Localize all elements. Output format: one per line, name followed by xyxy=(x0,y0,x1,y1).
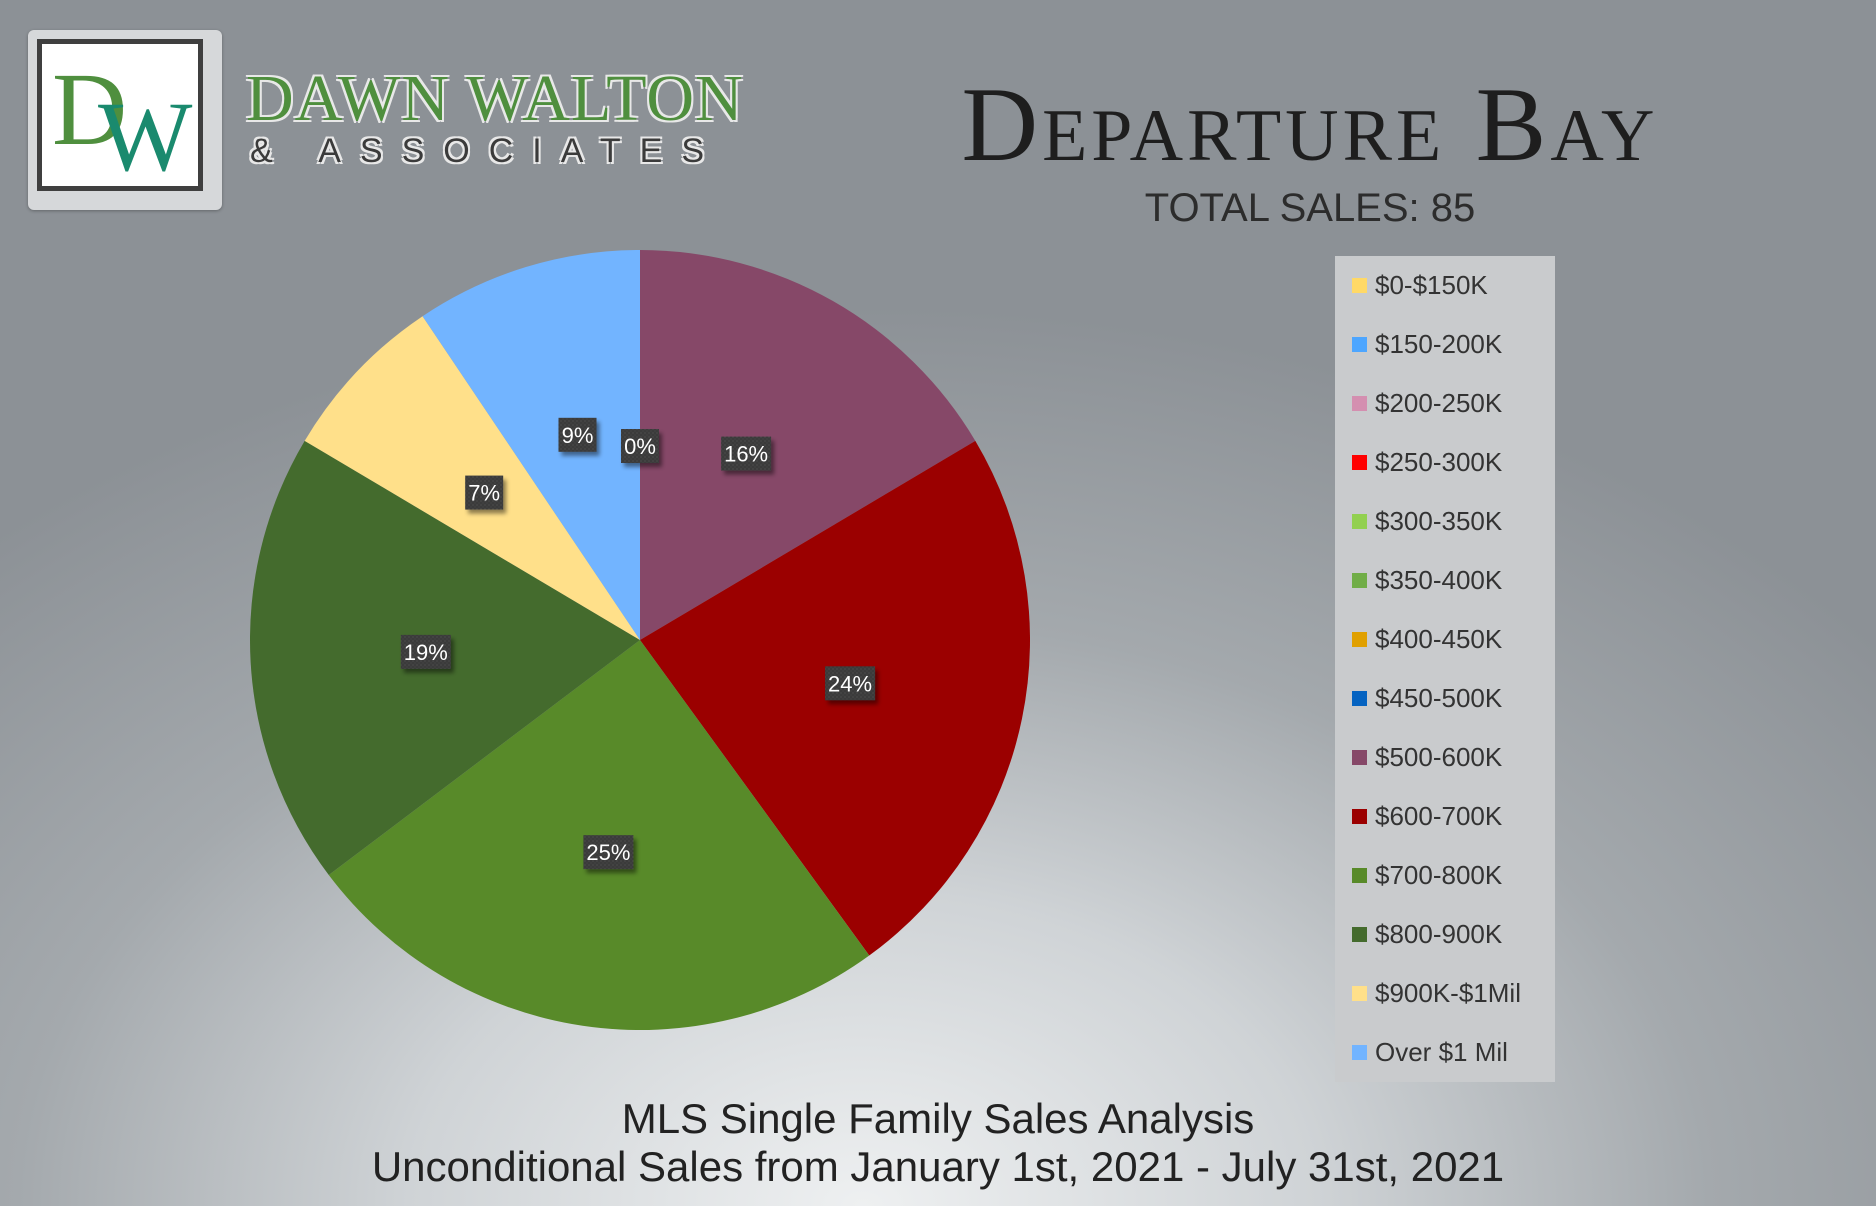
dw-monogram-logo: D W xyxy=(52,52,193,186)
legend-item-350-400k: $350-400K xyxy=(1352,565,1502,595)
legend-item-450-500k: $450-500K xyxy=(1352,683,1502,713)
data-label-text: 7% xyxy=(468,481,500,506)
legend-swatch xyxy=(1352,631,1367,647)
legend-label: $350-400K xyxy=(1375,564,1503,595)
total-sales: TOTAL SALES: 85 xyxy=(1144,186,1476,230)
legend-label: $600-700K xyxy=(1375,800,1503,831)
data-label-800-900k: 19% xyxy=(400,634,451,669)
pie-slice-700-800k xyxy=(328,640,870,1030)
footer-title: MLS Single Family Sales Analysis xyxy=(621,1095,1255,1142)
legend-swatch xyxy=(1352,808,1367,824)
legend-swatch xyxy=(1352,277,1367,293)
legend-label: $500-600K xyxy=(1375,741,1503,772)
legend-label: $150-200K xyxy=(1375,328,1503,359)
legend-item-300-350k: $300-350K xyxy=(1352,506,1502,536)
legend-swatch xyxy=(1352,454,1367,470)
data-label-box xyxy=(583,835,634,870)
legend-item-150-200k: $150-200K xyxy=(1352,329,1502,359)
legend-swatch xyxy=(1352,1044,1367,1060)
legend-item-250-300k: $250-300K xyxy=(1352,447,1502,477)
footer-date-range: Unconditional Sales from January 1st, 20… xyxy=(371,1143,1505,1190)
data-label-box xyxy=(721,436,772,471)
data-label-box xyxy=(621,429,659,463)
legend-item-600-700k: $600-700K xyxy=(1352,801,1502,831)
data-label-text: 0% xyxy=(624,434,656,459)
legend-label: $700-800K xyxy=(1375,859,1503,890)
legend-swatch xyxy=(1352,690,1367,706)
data-label-box xyxy=(558,417,597,452)
legend-label: $300-350K xyxy=(1375,505,1503,536)
legend-label: $450-500K xyxy=(1375,682,1503,713)
data-label-500-600k: 16% xyxy=(721,436,772,471)
legend-item-400-450k: $400-450K xyxy=(1352,624,1502,654)
legend-label: $250-300K xyxy=(1375,446,1503,477)
legend-item-700-800k: $700-800K xyxy=(1352,860,1502,890)
pie-slice-500-600k xyxy=(640,250,976,640)
brand-tagline: & ASSOCIATES xyxy=(250,132,724,170)
data-label-box xyxy=(400,634,451,669)
data-label-box xyxy=(825,666,876,701)
data-label-text: 25% xyxy=(586,840,630,865)
legend-swatch xyxy=(1352,985,1367,1001)
legend-label: Over $1 Mil xyxy=(1375,1036,1508,1067)
data-label-text: 9% xyxy=(562,423,594,448)
data-label-0-150k: 0% xyxy=(621,429,659,463)
data-label-box xyxy=(465,475,504,510)
data-label-900k-1mil: 7% xyxy=(465,475,504,510)
legend-item-800-900k: $800-900K xyxy=(1352,919,1502,949)
legend-item-500-600k: $500-600K xyxy=(1352,742,1502,772)
pie-slice-over-1-mil xyxy=(422,250,640,640)
legend-swatch xyxy=(1352,513,1367,529)
logo-letter-d: D xyxy=(52,52,127,167)
data-label-600-700k: 24% xyxy=(825,666,876,701)
logo-frame: D W xyxy=(37,39,203,191)
legend-item-900k-1mil: $900K-$1Mil xyxy=(1352,978,1521,1008)
legend-item-over-1-mil: Over $1 Mil xyxy=(1352,1037,1508,1067)
legend-swatch xyxy=(1352,395,1367,411)
legend-swatch xyxy=(1352,926,1367,942)
legend-label: $400-450K xyxy=(1375,623,1503,654)
logo-letter-w: W xyxy=(98,81,193,186)
legend-swatch xyxy=(1352,867,1367,883)
legend-label: $200-250K xyxy=(1375,387,1503,418)
legend-label: $800-900K xyxy=(1375,918,1503,949)
data-label-text: 16% xyxy=(724,442,768,467)
legend: $0-$150K $150-200K $200-250K $250-300K $300-… xyxy=(1335,256,1555,1082)
data-label-700-800k: 25% xyxy=(583,835,634,870)
legend-swatch xyxy=(1352,572,1367,588)
logo: D W xyxy=(28,30,222,210)
legend-label: $900K-$1Mil xyxy=(1375,977,1521,1008)
legend-item-0-150k: $0-$150K xyxy=(1352,270,1488,300)
data-label-over-1-mil: 9% xyxy=(558,417,597,452)
legend-swatch xyxy=(1352,336,1367,352)
legend-label: $0-$150K xyxy=(1375,269,1488,300)
page-title: Departure Bay xyxy=(961,66,1659,183)
data-label-text: 24% xyxy=(828,671,872,696)
brand-name: DAWN WALTON xyxy=(246,62,744,135)
legend-swatch xyxy=(1352,749,1367,765)
data-label-text: 19% xyxy=(404,640,448,665)
legend-item-200-250k: $200-250K xyxy=(1352,388,1502,418)
